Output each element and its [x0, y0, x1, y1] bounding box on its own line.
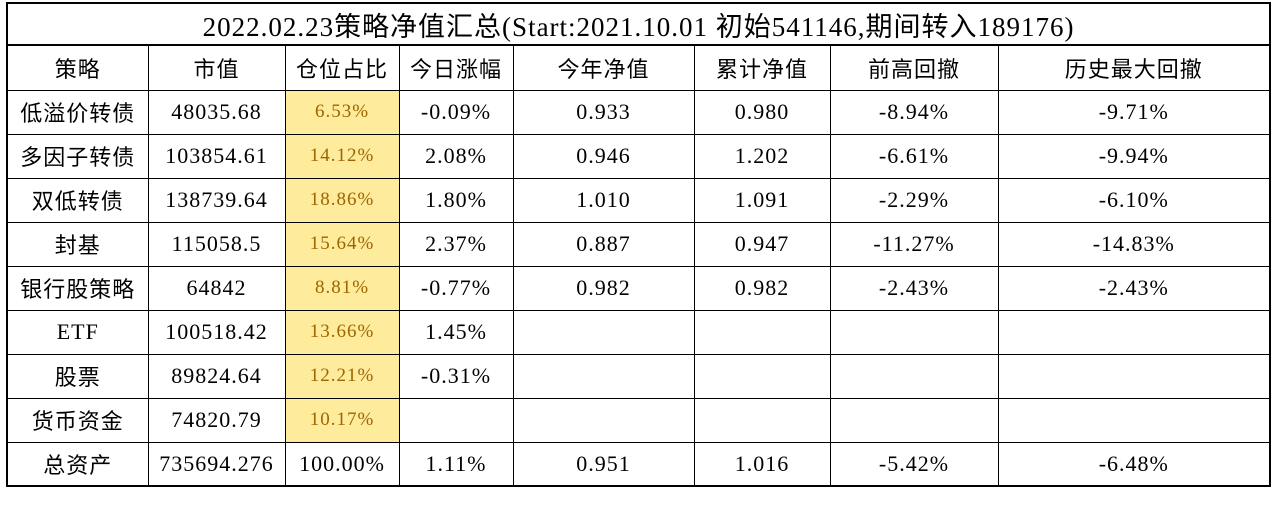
position-ratio-cell: 6.53% [284, 89, 400, 135]
max-drawdown-cell: -2.43% [997, 265, 1271, 311]
table-row: ETF 100518.42 13.66% 1.45% [6, 309, 1271, 355]
drawdown-from-high-cell: -11.27% [829, 221, 999, 267]
ytd-nav-cell [512, 309, 695, 355]
max-drawdown-cell [997, 309, 1271, 355]
position-ratio-cell: 10.17% [284, 397, 400, 443]
today-change-cell: 2.37% [398, 221, 514, 267]
header-row: 策略 市值 仓位占比 今日涨幅 今年净值 累计净值 前高回撤 历史最大回撤 [6, 44, 1271, 91]
max-drawdown-cell: -14.83% [997, 221, 1271, 267]
drawdown-from-high-cell [829, 397, 999, 443]
market-value-cell: 735694.276 [147, 441, 286, 487]
drawdown-from-high-cell: -6.61% [829, 133, 999, 179]
market-value-cell: 48035.68 [147, 89, 286, 135]
strategy-name-cell: 股票 [6, 353, 149, 399]
col-header-max-historical-drawdown: 历史最大回撤 [997, 44, 1271, 91]
position-ratio-cell: 12.21% [284, 353, 400, 399]
ytd-nav-cell [512, 353, 695, 399]
today-change-cell [398, 397, 514, 443]
position-ratio-cell: 14.12% [284, 133, 400, 179]
ytd-nav-cell: 1.010 [512, 177, 695, 223]
strategy-name-cell: ETF [6, 309, 149, 355]
today-change-cell: 2.08% [398, 133, 514, 179]
table-row: 股票 89824.64 12.21% -0.31% [6, 353, 1271, 399]
today-change-cell: 1.80% [398, 177, 514, 223]
position-ratio-cell: 8.81% [284, 265, 400, 311]
col-header-market-value: 市值 [147, 44, 286, 91]
market-value-cell: 115058.5 [147, 221, 286, 267]
table-row: 货币资金 74820.79 10.17% [6, 397, 1271, 443]
today-change-cell: -0.09% [398, 89, 514, 135]
cumulative-nav-cell [693, 353, 831, 399]
strategy-net-value-table: 2022.02.23策略净值汇总(Start:2021.10.01 初始5411… [6, 2, 1272, 487]
max-drawdown-cell: -9.71% [997, 89, 1271, 135]
strategy-name-cell: 货币资金 [6, 397, 149, 443]
col-header-ytd-nav: 今年净值 [512, 44, 695, 91]
strategy-name-cell: 低溢价转债 [6, 89, 149, 135]
col-header-cumulative-nav: 累计净值 [693, 44, 831, 91]
cumulative-nav-cell: 1.091 [693, 177, 831, 223]
ytd-nav-cell: 0.951 [512, 441, 695, 487]
max-drawdown-cell [997, 353, 1271, 399]
ytd-nav-cell: 0.887 [512, 221, 695, 267]
col-header-drawdown-from-high: 前高回撤 [829, 44, 999, 91]
max-drawdown-cell [997, 397, 1271, 443]
drawdown-from-high-cell: -2.29% [829, 177, 999, 223]
drawdown-from-high-cell: -5.42% [829, 441, 999, 487]
table-row: 银行股策略 64842 8.81% -0.77% 0.982 0.982 -2.… [6, 265, 1271, 311]
market-value-cell: 138739.64 [147, 177, 286, 223]
position-ratio-cell: 100.00% [284, 441, 400, 487]
today-change-cell: 1.11% [398, 441, 514, 487]
market-value-cell: 64842 [147, 265, 286, 311]
max-drawdown-cell: -6.48% [997, 441, 1271, 487]
drawdown-from-high-cell [829, 309, 999, 355]
market-value-cell: 74820.79 [147, 397, 286, 443]
col-header-position-ratio: 仓位占比 [284, 44, 400, 91]
max-drawdown-cell: -6.10% [997, 177, 1271, 223]
cumulative-nav-cell [693, 309, 831, 355]
drawdown-from-high-cell [829, 353, 999, 399]
ytd-nav-cell: 0.946 [512, 133, 695, 179]
position-ratio-cell: 15.64% [284, 221, 400, 267]
col-header-today-change: 今日涨幅 [398, 44, 514, 91]
ytd-nav-cell: 0.982 [512, 265, 695, 311]
cumulative-nav-cell: 1.016 [693, 441, 831, 487]
market-value-cell: 100518.42 [147, 309, 286, 355]
table-row-total: 总资产 735694.276 100.00% 1.11% 0.951 1.016… [6, 441, 1271, 487]
today-change-cell: -0.77% [398, 265, 514, 311]
title-row: 2022.02.23策略净值汇总(Start:2021.10.01 初始5411… [6, 2, 1271, 46]
page-title: 2022.02.23策略净值汇总(Start:2021.10.01 初始5411… [6, 2, 1271, 46]
position-ratio-cell: 13.66% [284, 309, 400, 355]
ytd-nav-cell: 0.933 [512, 89, 695, 135]
cumulative-nav-cell: 0.980 [693, 89, 831, 135]
strategy-name-cell: 多因子转债 [6, 133, 149, 179]
table-row: 多因子转债 103854.61 14.12% 2.08% 0.946 1.202… [6, 133, 1271, 179]
position-ratio-cell: 18.86% [284, 177, 400, 223]
strategy-name-cell: 银行股策略 [6, 265, 149, 311]
drawdown-from-high-cell: -8.94% [829, 89, 999, 135]
cumulative-nav-cell: 0.947 [693, 221, 831, 267]
strategy-name-cell: 总资产 [6, 441, 149, 487]
col-header-strategy: 策略 [6, 44, 149, 91]
strategy-name-cell: 封基 [6, 221, 149, 267]
table-row: 双低转债 138739.64 18.86% 1.80% 1.010 1.091 … [6, 177, 1271, 223]
market-value-cell: 103854.61 [147, 133, 286, 179]
table-row: 低溢价转债 48035.68 6.53% -0.09% 0.933 0.980 … [6, 89, 1271, 135]
table-row: 封基 115058.5 15.64% 2.37% 0.887 0.947 -11… [6, 221, 1271, 267]
drawdown-from-high-cell: -2.43% [829, 265, 999, 311]
strategy-name-cell: 双低转债 [6, 177, 149, 223]
cumulative-nav-cell: 1.202 [693, 133, 831, 179]
cumulative-nav-cell [693, 397, 831, 443]
max-drawdown-cell: -9.94% [997, 133, 1271, 179]
market-value-cell: 89824.64 [147, 353, 286, 399]
ytd-nav-cell [512, 397, 695, 443]
today-change-cell: 1.45% [398, 309, 514, 355]
today-change-cell: -0.31% [398, 353, 514, 399]
cumulative-nav-cell: 0.982 [693, 265, 831, 311]
